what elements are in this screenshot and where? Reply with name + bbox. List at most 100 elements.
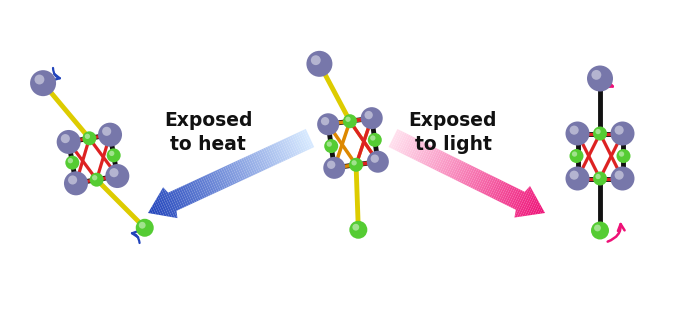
Circle shape	[102, 127, 111, 136]
Polygon shape	[302, 130, 312, 149]
Polygon shape	[442, 155, 452, 174]
Polygon shape	[495, 182, 505, 200]
Polygon shape	[465, 167, 475, 186]
Polygon shape	[410, 139, 420, 158]
Polygon shape	[256, 152, 265, 170]
Polygon shape	[163, 187, 177, 218]
Circle shape	[591, 221, 609, 239]
Polygon shape	[274, 143, 284, 162]
Circle shape	[367, 151, 389, 173]
Polygon shape	[176, 188, 187, 207]
Circle shape	[106, 148, 120, 162]
Polygon shape	[265, 147, 276, 166]
Polygon shape	[487, 178, 498, 197]
Polygon shape	[482, 175, 492, 194]
Polygon shape	[522, 193, 535, 216]
Polygon shape	[253, 152, 264, 171]
Polygon shape	[204, 175, 215, 194]
Polygon shape	[243, 157, 253, 176]
Circle shape	[596, 174, 601, 179]
Polygon shape	[538, 206, 542, 214]
Polygon shape	[514, 186, 530, 218]
Polygon shape	[270, 145, 280, 164]
Polygon shape	[155, 199, 164, 216]
Polygon shape	[217, 169, 227, 188]
Polygon shape	[512, 190, 523, 209]
Polygon shape	[298, 132, 308, 151]
Circle shape	[34, 74, 44, 84]
Polygon shape	[466, 168, 477, 187]
Polygon shape	[257, 151, 267, 169]
Polygon shape	[430, 150, 441, 169]
Circle shape	[570, 170, 579, 180]
Circle shape	[327, 160, 335, 169]
Polygon shape	[468, 169, 479, 187]
Polygon shape	[292, 134, 302, 154]
Circle shape	[610, 167, 634, 190]
Polygon shape	[162, 187, 177, 218]
Circle shape	[566, 122, 589, 145]
Polygon shape	[426, 148, 438, 167]
Circle shape	[61, 134, 70, 143]
Circle shape	[370, 154, 379, 163]
Polygon shape	[184, 184, 195, 203]
Circle shape	[105, 164, 130, 188]
Polygon shape	[505, 186, 515, 205]
Polygon shape	[461, 165, 472, 184]
Polygon shape	[172, 190, 183, 209]
Circle shape	[593, 126, 607, 141]
Polygon shape	[178, 187, 189, 206]
Polygon shape	[406, 137, 416, 156]
Polygon shape	[478, 173, 489, 192]
Polygon shape	[152, 204, 159, 215]
Polygon shape	[237, 160, 247, 179]
Polygon shape	[170, 191, 181, 210]
Circle shape	[90, 173, 104, 187]
Polygon shape	[284, 138, 294, 157]
Polygon shape	[417, 143, 428, 162]
Circle shape	[109, 168, 118, 177]
Polygon shape	[206, 174, 217, 193]
Polygon shape	[404, 136, 414, 155]
Polygon shape	[241, 158, 251, 177]
Circle shape	[307, 51, 332, 77]
Circle shape	[311, 55, 321, 65]
Polygon shape	[455, 162, 466, 181]
Polygon shape	[514, 191, 525, 210]
Polygon shape	[160, 190, 175, 218]
Text: Exposed
to light: Exposed to light	[409, 111, 497, 153]
Polygon shape	[235, 161, 246, 180]
Polygon shape	[149, 208, 153, 214]
Polygon shape	[158, 194, 169, 217]
Polygon shape	[168, 192, 178, 211]
Polygon shape	[288, 136, 298, 155]
Polygon shape	[193, 180, 203, 200]
Polygon shape	[389, 129, 399, 148]
Polygon shape	[428, 149, 439, 168]
Polygon shape	[436, 152, 447, 171]
Polygon shape	[476, 172, 486, 191]
Circle shape	[566, 167, 589, 190]
Polygon shape	[211, 172, 221, 191]
Polygon shape	[400, 134, 411, 153]
Circle shape	[617, 149, 631, 163]
Polygon shape	[517, 188, 533, 217]
Polygon shape	[396, 133, 407, 152]
Circle shape	[136, 219, 154, 237]
Polygon shape	[402, 135, 412, 154]
Polygon shape	[412, 140, 422, 159]
Circle shape	[593, 171, 607, 186]
Circle shape	[596, 129, 601, 134]
Polygon shape	[459, 164, 470, 183]
Circle shape	[83, 131, 97, 145]
Polygon shape	[470, 169, 481, 188]
Polygon shape	[202, 176, 213, 195]
Polygon shape	[195, 179, 205, 199]
Polygon shape	[188, 182, 199, 202]
Polygon shape	[489, 179, 500, 198]
Polygon shape	[218, 168, 229, 187]
Circle shape	[615, 126, 624, 135]
Circle shape	[317, 113, 340, 135]
Polygon shape	[259, 150, 270, 169]
Polygon shape	[423, 146, 433, 165]
